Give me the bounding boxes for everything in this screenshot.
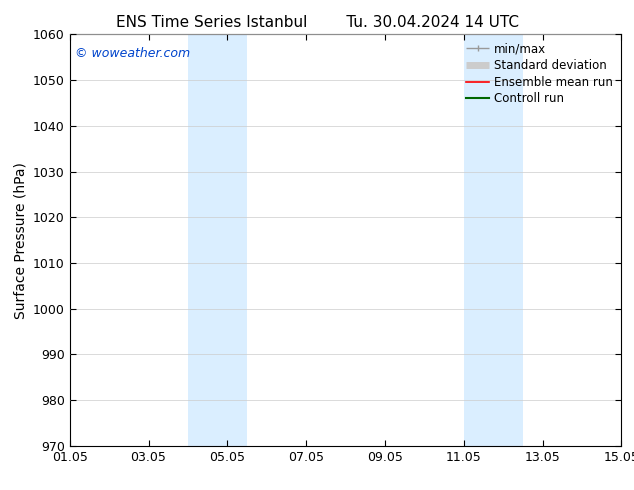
Y-axis label: Surface Pressure (hPa): Surface Pressure (hPa) [13, 162, 27, 318]
Bar [188, 34, 247, 446]
Legend: min/max, Standard deviation, Ensemble mean run, Controll run: min/max, Standard deviation, Ensemble me… [461, 38, 618, 110]
Text: ENS Time Series Istanbul        Tu. 30.04.2024 14 UTC: ENS Time Series Istanbul Tu. 30.04.2024 … [115, 15, 519, 30]
Text: © woweather.com: © woweather.com [75, 47, 190, 60]
Bar [463, 34, 523, 446]
